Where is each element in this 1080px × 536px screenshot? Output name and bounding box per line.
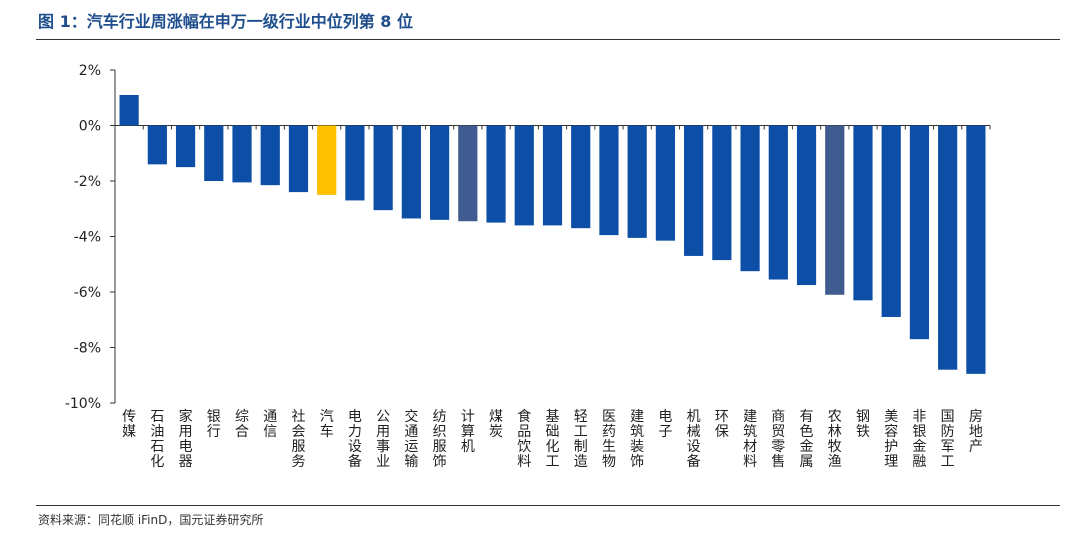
category-label: 交通运输 bbox=[404, 408, 418, 470]
bar bbox=[627, 125, 647, 238]
category-label: 社会服务 bbox=[291, 409, 305, 470]
category-label: 商贸零售 bbox=[771, 409, 785, 470]
category-label: 农林牧渔 bbox=[828, 409, 842, 470]
bar bbox=[147, 125, 167, 165]
category-label: 煤炭 bbox=[489, 409, 503, 440]
category-label: 通信 bbox=[263, 409, 277, 440]
bar bbox=[430, 125, 450, 220]
bar bbox=[966, 125, 986, 374]
category-label: 国防军工 bbox=[941, 409, 955, 470]
bar bbox=[542, 125, 563, 226]
y-tick-label: 2% bbox=[79, 63, 101, 79]
bar bbox=[684, 125, 704, 256]
category-label: 有色金属 bbox=[800, 409, 814, 470]
category-label: 汽车 bbox=[320, 409, 334, 440]
bar bbox=[938, 125, 958, 370]
category-label: 非银金融 bbox=[912, 409, 926, 470]
y-tick-label: -2% bbox=[74, 174, 101, 190]
bar bbox=[317, 125, 337, 195]
category-label: 基础化工 bbox=[546, 408, 560, 470]
figure-title: 图 1：汽车行业周涨幅在申万一级行业中位列第 8 位 bbox=[38, 12, 413, 31]
bar bbox=[458, 125, 478, 222]
category-label: 环保 bbox=[715, 409, 729, 440]
category-label: 银行 bbox=[207, 409, 221, 440]
bar bbox=[288, 125, 309, 193]
bar bbox=[825, 125, 845, 295]
bar bbox=[373, 125, 393, 211]
category-label: 建筑材料 bbox=[743, 409, 757, 470]
bar bbox=[345, 125, 365, 201]
category-label: 机械设备 bbox=[687, 409, 701, 470]
bar bbox=[853, 125, 873, 301]
category-label: 传媒 bbox=[122, 409, 136, 440]
bar bbox=[232, 125, 252, 183]
bar bbox=[175, 125, 196, 168]
category-label: 房地产 bbox=[969, 409, 983, 455]
bar bbox=[712, 125, 732, 261]
category-label: 综合 bbox=[235, 409, 249, 440]
category-label: 建筑装饰 bbox=[630, 409, 644, 470]
y-tick-label: 0% bbox=[79, 119, 101, 135]
bar bbox=[599, 125, 619, 236]
category-label: 美容护理 bbox=[884, 409, 898, 470]
category-label: 食品饮料 bbox=[517, 408, 531, 470]
title-rule bbox=[36, 39, 1060, 40]
bar bbox=[204, 125, 224, 181]
bar bbox=[740, 125, 760, 272]
y-tick-label: -10% bbox=[65, 396, 101, 412]
category-label: 计算机 bbox=[461, 409, 475, 455]
bar bbox=[881, 125, 901, 317]
bar bbox=[260, 125, 280, 186]
category-label: 石油石化 bbox=[150, 409, 164, 470]
bar bbox=[119, 94, 139, 126]
category-label: 电力设备 bbox=[348, 409, 362, 470]
source-rule bbox=[36, 505, 1060, 506]
bar bbox=[909, 125, 930, 340]
category-label: 电子 bbox=[658, 409, 672, 440]
y-tick-label: -8% bbox=[74, 341, 101, 357]
y-axis: 2% 0% -2% -4% -6% -8% -10% bbox=[65, 63, 991, 412]
bar bbox=[401, 125, 421, 219]
bars bbox=[119, 94, 986, 374]
bar bbox=[768, 125, 788, 280]
source-note: 资料来源：同花顺 iFinD，国元证券研究所 bbox=[38, 513, 264, 527]
category-label: 轻工制造 bbox=[574, 409, 588, 470]
y-tick-label: -6% bbox=[74, 285, 101, 301]
category-label: 医药生物 bbox=[602, 409, 616, 470]
bar bbox=[514, 125, 534, 226]
bar bbox=[655, 125, 675, 241]
category-label: 家用电器 bbox=[179, 408, 193, 470]
y-tick-label: -4% bbox=[74, 230, 101, 246]
bar bbox=[571, 125, 591, 229]
bar bbox=[486, 125, 506, 223]
category-label: 纺织服饰 bbox=[433, 409, 447, 470]
bar bbox=[796, 125, 817, 286]
category-label: 公用事业 bbox=[376, 409, 390, 470]
category-label: 钢铁 bbox=[856, 409, 870, 440]
